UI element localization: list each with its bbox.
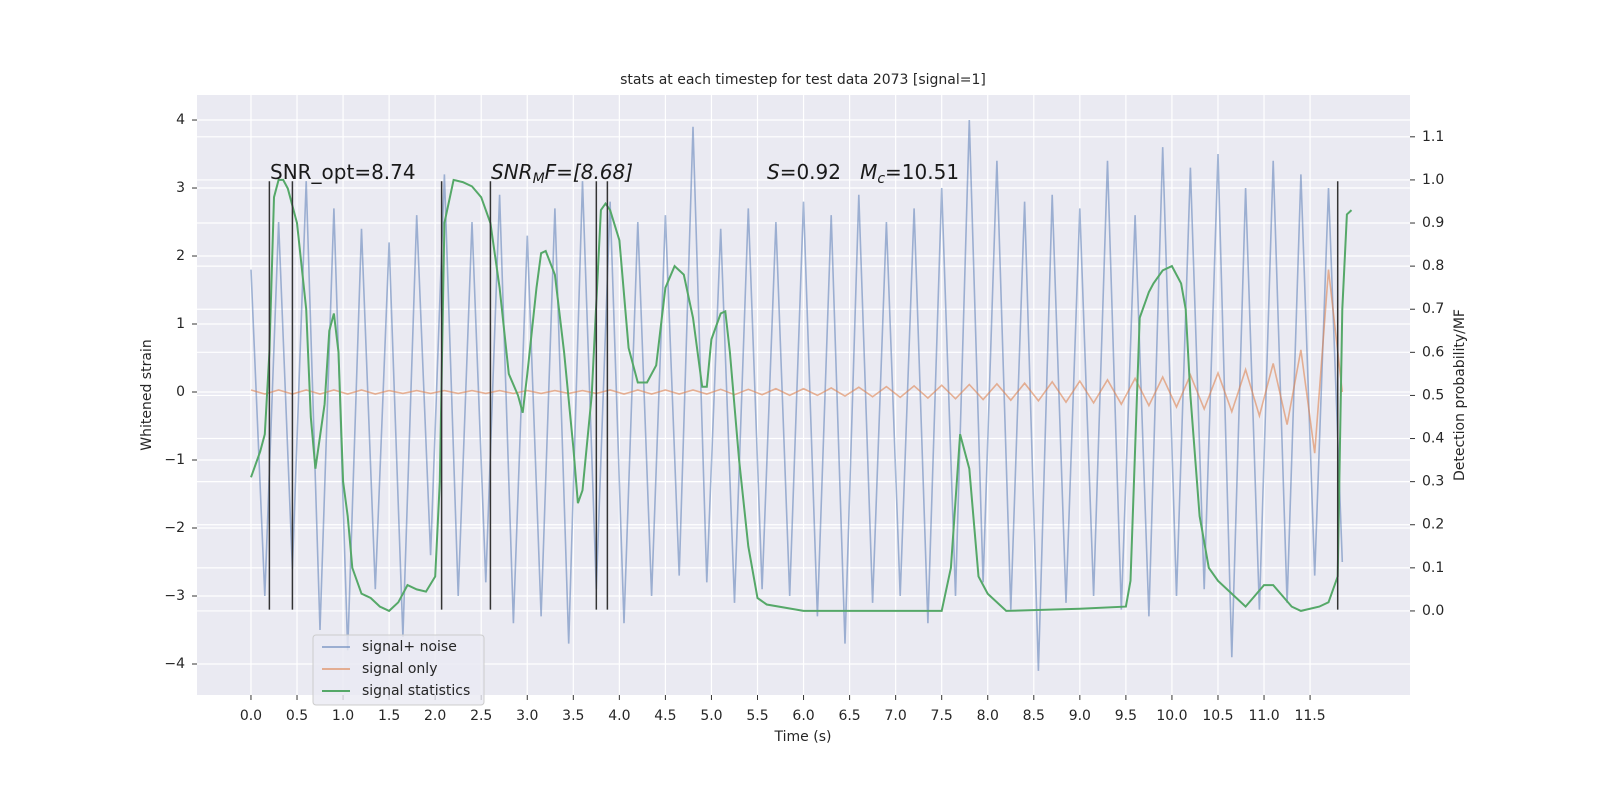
y2-tick-label: 0.6 — [1422, 344, 1444, 360]
x-tick-label: 10.0 — [1156, 708, 1187, 724]
y-tick-label: −4 — [164, 656, 185, 672]
x-axis-label: Time (s) — [774, 729, 832, 745]
y2-tick-label: 0.9 — [1422, 215, 1444, 231]
y-tick-label: −1 — [164, 452, 185, 468]
x-tick-label: 3.5 — [562, 708, 584, 724]
x-tick-label: 4.5 — [654, 708, 676, 724]
x-tick-label: 4.0 — [608, 708, 630, 724]
x-tick-label: 0.0 — [240, 708, 262, 724]
y2-tick-label: 0.1 — [1422, 560, 1444, 576]
chart-title: stats at each timestep for test data 207… — [620, 72, 986, 88]
y2-tick-label: 0.3 — [1422, 474, 1444, 490]
legend-label: signal statistics — [362, 683, 470, 699]
y2-tick-label: 0.5 — [1422, 387, 1444, 403]
x-tick-label: 6.0 — [792, 708, 814, 724]
annotation-part: M — [533, 171, 545, 187]
annotation-part: M — [860, 160, 877, 184]
x-tick-label: 9.0 — [1069, 708, 1091, 724]
y2-tick-label: 0.0 — [1422, 603, 1444, 619]
y2-tick-label: 0.2 — [1422, 517, 1444, 533]
x-tick-label: 2.0 — [424, 708, 446, 724]
x-tick-label: 5.5 — [746, 708, 768, 724]
y2-tick-label: 1.0 — [1422, 172, 1444, 188]
y-tick-label: 3 — [176, 180, 185, 196]
y-tick-label: −3 — [164, 588, 185, 604]
legend-label: signal+ noise — [362, 639, 457, 655]
annotation: S=0.92 Mc=10.51 — [767, 160, 959, 188]
x-tick-label: 1.5 — [378, 708, 400, 724]
annotation-part: =10.51 — [885, 160, 959, 184]
legend-label: signal only — [362, 661, 437, 677]
y-tick-label: 0 — [176, 384, 185, 400]
x-tick-label: 6.5 — [838, 708, 860, 724]
annotation-part: F=[8.68] — [545, 160, 633, 184]
x-tick-label: 1.0 — [332, 708, 354, 724]
y-tick-label: 2 — [176, 248, 185, 264]
x-tick-label: 8.0 — [977, 708, 999, 724]
annotation: SNRMF=[8.68] — [491, 160, 633, 188]
annotation-part: S — [767, 160, 780, 184]
x-tick-label: 8.5 — [1023, 708, 1045, 724]
annotation-part: SNR — [491, 160, 533, 184]
series-line — [250, 119, 1344, 671]
y2-tick-label: 1.1 — [1422, 129, 1444, 145]
y-tick-label: 4 — [176, 112, 185, 128]
annotation: SNR_opt=8.74 — [270, 160, 416, 184]
x-tick-label: 9.5 — [1115, 708, 1137, 724]
x-tick-label: 2.5 — [470, 708, 492, 724]
y2-tick-label: 0.4 — [1422, 431, 1444, 447]
x-tick-label: 3.0 — [516, 708, 538, 724]
annotation-part: c — [877, 171, 885, 187]
x-tick-label: 11.0 — [1248, 708, 1279, 724]
x-tick-label: 0.5 — [286, 708, 308, 724]
y2-axis-label: Detection probability/MF — [1452, 309, 1468, 481]
annotation-part: SNR_opt=8.74 — [270, 160, 416, 184]
x-tick-label: 10.5 — [1202, 708, 1233, 724]
x-tick-label: 11.5 — [1294, 708, 1325, 724]
y2-tick-label: 0.8 — [1422, 258, 1444, 274]
legend: signal+ noise signal only signal statistic… — [312, 634, 485, 706]
y2-tick-label: 0.7 — [1422, 301, 1444, 317]
y-tick-label: 1 — [176, 316, 185, 332]
legend-box — [312, 634, 485, 706]
x-tick-label: 7.5 — [931, 708, 953, 724]
y-tick-label: −2 — [164, 520, 185, 536]
annotation-part: =0.92 — [780, 160, 860, 184]
series-line — [250, 178, 1353, 613]
y-axis-label: Whitened strain — [139, 339, 155, 450]
series-line — [250, 269, 1344, 454]
x-tick-label: 7.0 — [885, 708, 907, 724]
x-tick-label: 5.0 — [700, 708, 722, 724]
